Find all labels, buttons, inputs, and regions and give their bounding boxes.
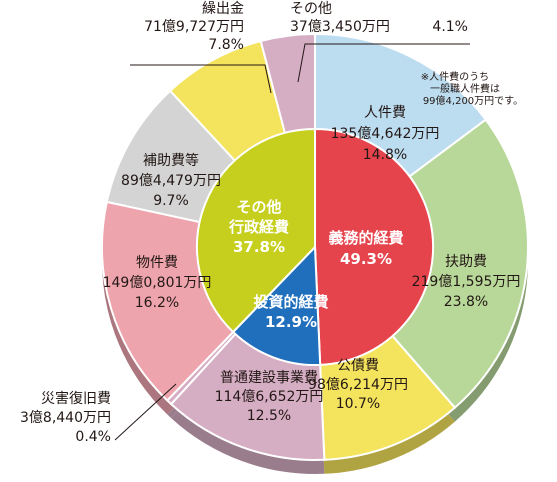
inner-slice [314, 127, 435, 366]
slice-amount-label: 219億1,595万円 [412, 274, 521, 290]
slice-name-label: その他 [290, 1, 332, 17]
slice-percent-label: 0.4% [75, 429, 111, 445]
slice-percent-label: 9.7% [153, 193, 189, 209]
note-line: 99億4,200万円です。 [423, 94, 523, 107]
outer-label: 公債費 98億6,214万円 10.7% [308, 358, 408, 412]
slice-name-label: 繰出金 [202, 1, 244, 17]
outer-label: 物件費 149億0,801万円 16.2% [103, 255, 212, 311]
inner-percent-label: 37.8% [233, 238, 285, 256]
inner-name-label: その他 [236, 198, 281, 216]
outer-label: 補助費等 89億4,479万円 9.7% [121, 152, 221, 209]
inner-label: 義務的経費 49.3% [328, 229, 403, 268]
slice-amount-label: 37億3,450万円 [290, 19, 390, 35]
outer-label: 人件費 135億4,642万円 14.8% [331, 105, 440, 163]
slice-name-label: 公債費 [337, 358, 379, 374]
slice-percent-label: 23.8% [444, 294, 488, 310]
inner-slice [196, 127, 316, 334]
leader-line [297, 43, 470, 83]
inner-name-label: 義務的経費 [328, 229, 403, 247]
slice-amount-label: 98億6,214万円 [308, 377, 408, 393]
inner-slice [231, 244, 322, 366]
slice-amount-label: 149億0,801万円 [103, 275, 212, 291]
note-line: 一般職人件費は [430, 82, 500, 95]
inner-label: 投資的経費 12.9% [253, 293, 328, 331]
slice-name-label: 補助費等 [143, 152, 199, 169]
slice-name-label: 人件費 [364, 105, 406, 121]
leader-lines [114, 43, 470, 441]
inner-name-label: 行政経費 [228, 218, 289, 236]
leader-line [130, 64, 272, 94]
slice-percent-label: 14.8% [363, 147, 407, 163]
inner-percent-label: 12.9% [265, 313, 317, 331]
outer-label: その他 37億3,450万円 4.1% [290, 1, 468, 35]
leader-line [114, 383, 177, 441]
slice-name-label: 扶助費 [445, 254, 487, 270]
outer-label: 繰出金 71億9,727万円 7.8% [144, 1, 244, 53]
slice-amount-label: 135億4,642万円 [331, 126, 440, 142]
slice-amount-label: 114億6,652万円 [215, 389, 324, 405]
slice-amount-label: 3億8,440万円 [20, 410, 111, 426]
outer-label: 災害復旧費 3億8,440万円 0.4% [20, 390, 111, 445]
inner-pie [196, 127, 435, 366]
slice-amount-label: 89億4,479万円 [121, 173, 221, 189]
slice-percent-label: 7.8% [208, 37, 244, 53]
outer-label: 普通建設事業費 114億6,652万円 12.5% [215, 370, 324, 424]
slice-percent-label: 4.1% [432, 19, 468, 35]
slice-name-label: 物件費 [136, 255, 178, 271]
outer-label: 扶助費 219億1,595万円 23.8% [412, 254, 521, 310]
note-line: ※人件費のうち [421, 70, 489, 83]
slice-amount-label: 71億9,727万円 [144, 19, 244, 35]
inner-percent-label: 49.3% [340, 250, 392, 268]
slice-percent-label: 10.7% [336, 396, 380, 412]
slice-percent-label: 16.2% [135, 295, 179, 311]
slice-labels: 人件費 135億4,642万円 14.8% 扶助費 219億1,595万円 23.8% 公債… [20, 1, 523, 445]
slice-name-label: 災害復旧費 [41, 390, 111, 407]
inner-name-label: 投資的経費 [253, 293, 328, 311]
slice-name-label: 普通建設事業費 [220, 370, 318, 386]
slice-percent-label: 12.5% [247, 408, 291, 424]
